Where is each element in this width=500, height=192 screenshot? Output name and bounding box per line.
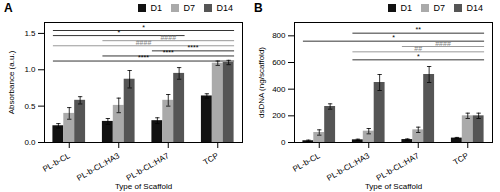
svg-text:PL-b-CL:HA7: PL-b-CL:HA7 xyxy=(125,151,171,183)
svg-text:####: #### xyxy=(136,39,152,46)
svg-text:*: * xyxy=(417,53,420,60)
svg-text:600: 600 xyxy=(272,58,286,67)
svg-text:TCP: TCP xyxy=(452,151,470,167)
svg-text:Type of Scaffold: Type of Scaffold xyxy=(115,182,172,191)
svg-text:*: * xyxy=(117,29,120,36)
svg-text:*: * xyxy=(142,24,145,31)
svg-text:0: 0 xyxy=(281,138,286,147)
svg-text:****: **** xyxy=(188,44,199,51)
svg-text:##: ## xyxy=(414,45,422,52)
svg-text:PL-b-CL: PL-b-CL xyxy=(291,151,322,174)
svg-text:200: 200 xyxy=(272,111,286,120)
svg-text:0.5: 0.5 xyxy=(24,102,36,111)
html-text:D1: D1 xyxy=(150,3,162,13)
html-text:B: B xyxy=(254,1,263,15)
svg-text:800: 800 xyxy=(272,31,286,40)
html-text:D14: D14 xyxy=(216,3,233,13)
svg-text:0.0: 0.0 xyxy=(24,138,36,147)
html-text:A: A xyxy=(4,1,13,15)
html-text:D14: D14 xyxy=(466,3,483,13)
svg-text:dsDNA (ng/scaffold): dsDNA (ng/scaffold) xyxy=(257,47,266,118)
svg-text:400: 400 xyxy=(272,85,286,94)
svg-text:****: **** xyxy=(138,54,149,61)
svg-text:****: **** xyxy=(163,49,174,56)
svg-text:####: #### xyxy=(435,40,451,47)
svg-text:Absorbance (a.u.): Absorbance (a.u.) xyxy=(7,50,16,114)
svg-text:PL-b-CL:HA3: PL-b-CL:HA3 xyxy=(75,151,121,183)
html-text:D1: D1 xyxy=(400,3,412,13)
svg-text:TCP: TCP xyxy=(202,151,220,167)
svg-text:1.5: 1.5 xyxy=(24,29,36,38)
svg-text:1.0: 1.0 xyxy=(24,65,36,74)
html-text:D7: D7 xyxy=(183,3,195,13)
svg-text:####: #### xyxy=(160,34,176,41)
svg-text:**: ** xyxy=(416,26,422,33)
svg-text:Type of Scaffold: Type of Scaffold xyxy=(365,182,422,191)
html-text:D7: D7 xyxy=(433,3,445,13)
svg-text:*: * xyxy=(392,34,395,41)
svg-text:PL-b-CL:HA7: PL-b-CL:HA7 xyxy=(375,151,421,183)
svg-text:PL-b-CL:HA3: PL-b-CL:HA3 xyxy=(325,151,371,183)
svg-text:PL-b-CL: PL-b-CL xyxy=(41,151,72,174)
